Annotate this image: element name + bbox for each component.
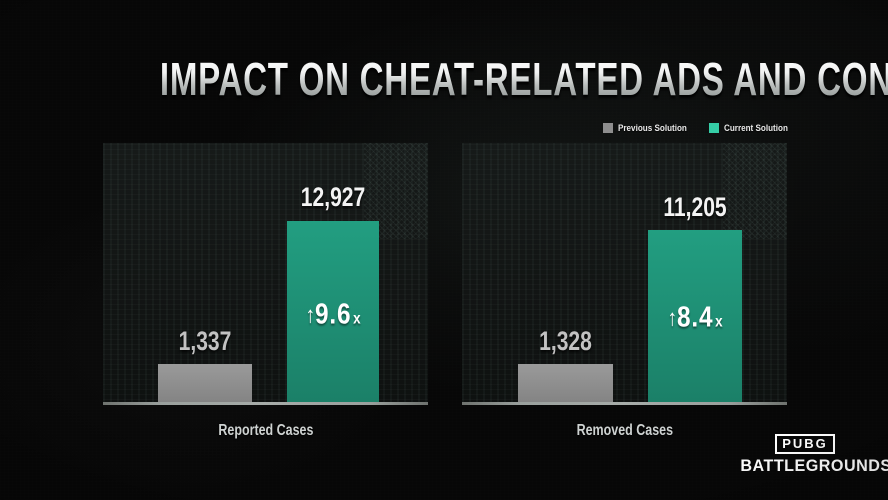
bar-current-solution-reported: ↑9.6 x: [287, 221, 379, 402]
value-label-current-removed: 11,205: [663, 192, 727, 222]
multiplier-value: 9.6: [315, 298, 352, 331]
chart-panel-reported-cases: ↑9.6 x 1,337 12,927: [103, 143, 428, 405]
legend-label-previous: Previous Solution: [618, 123, 688, 133]
legend-label-current: Current Solution: [724, 123, 788, 133]
value-label-previous-removed: 1,328: [539, 326, 592, 356]
category-label-container-left: Reported Cases: [103, 422, 428, 440]
value-label-previous-reported: 1,337: [178, 326, 232, 356]
multiplier-badge-removed: ↑8.4 x: [656, 301, 735, 334]
multiplier-badge-reported: ↑9.6 x: [294, 299, 371, 332]
category-label-removed-cases: Removed Cases: [576, 422, 673, 439]
legend-item-current-solution: Current Solution: [709, 123, 795, 133]
multiplier-suffix: x: [715, 313, 723, 331]
legend-swatch-previous-icon: [603, 123, 614, 133]
value-label-current-reported: 12,927: [300, 182, 366, 212]
battlegrounds-logo-text: BATTLEGROUNDS: [740, 456, 888, 475]
chart-legend: Previous Solution Current Solution: [603, 123, 795, 133]
legend-item-previous-solution: Previous Solution: [603, 123, 695, 133]
page-title: IMPACT ON CHEAT-RELATED ADS AND CONTENT: [160, 52, 888, 106]
category-label-reported-cases: Reported Cases: [217, 422, 314, 439]
multiplier-suffix: x: [353, 310, 361, 328]
bar-previous-solution-removed: [518, 364, 613, 402]
multiplier-value: 8.4: [677, 301, 714, 334]
page-title-container: IMPACT ON CHEAT-RELATED ADS AND CONTENT: [0, 52, 888, 106]
pubg-battlegrounds-logo: PUBG BATTLEGROUNDS: [737, 434, 888, 476]
chart-baseline: [103, 402, 428, 405]
panel-corner-hatch-texture: [723, 143, 787, 239]
bar-current-solution-removed: ↑8.4 x: [648, 230, 742, 402]
pubg-logo-box: PUBG: [775, 434, 835, 454]
up-arrow-icon: ↑: [305, 301, 316, 328]
legend-swatch-current-icon: [709, 123, 719, 133]
chart-panel-removed-cases: ↑8.4 x 1,328 11,205: [462, 143, 787, 405]
up-arrow-icon: ↑: [667, 304, 678, 331]
chart-baseline: [462, 402, 787, 405]
bar-previous-solution-reported: [158, 364, 252, 402]
